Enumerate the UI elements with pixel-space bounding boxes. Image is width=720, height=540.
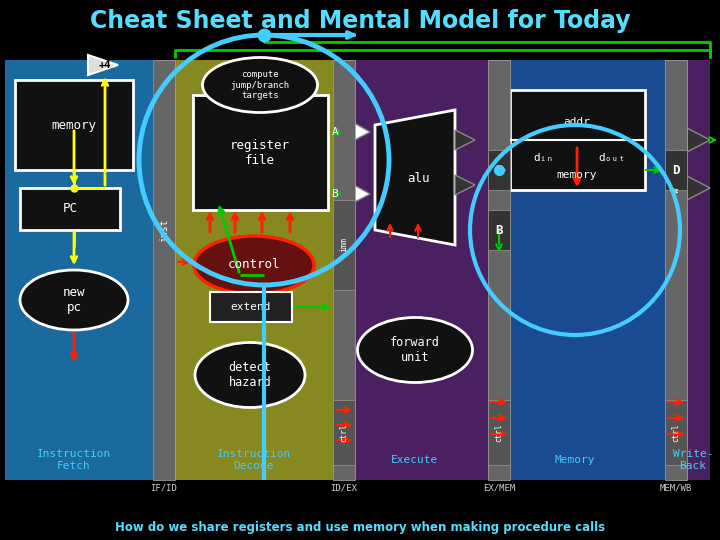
Bar: [175, 60, 333, 480]
Text: addr: addr: [564, 117, 590, 127]
Text: dₒᵤₜ: dₒᵤₜ: [598, 153, 626, 163]
Text: ctrl: ctrl: [495, 424, 503, 442]
Text: control: control: [228, 259, 280, 272]
Text: alu: alu: [407, 172, 429, 185]
Ellipse shape: [202, 57, 318, 112]
Text: IF/ID: IF/ID: [150, 483, 177, 492]
Text: inst: inst: [159, 218, 169, 242]
Text: Memory: Memory: [554, 455, 595, 465]
Polygon shape: [687, 176, 710, 200]
Text: Instruction
Decode: Instruction Decode: [217, 449, 291, 471]
Text: imm: imm: [340, 238, 348, 253]
Text: register
file: register file: [230, 139, 290, 167]
Bar: [333, 60, 355, 480]
Ellipse shape: [195, 342, 305, 408]
Text: extend: extend: [230, 302, 271, 312]
Bar: [490, 60, 665, 480]
Polygon shape: [88, 55, 118, 75]
Bar: [333, 400, 355, 465]
Text: Write-
Back: Write- Back: [672, 449, 714, 471]
Text: PC: PC: [63, 202, 78, 215]
Bar: [510, 90, 645, 190]
Polygon shape: [687, 128, 710, 152]
Bar: [488, 210, 510, 250]
Bar: [155, 60, 710, 480]
Bar: [488, 150, 510, 190]
Text: D: D: [672, 164, 680, 177]
Polygon shape: [345, 118, 370, 145]
Text: D: D: [495, 164, 503, 177]
Text: EX/MEM: EX/MEM: [483, 483, 515, 492]
Bar: [193, 95, 328, 210]
Text: w: w: [671, 187, 681, 193]
Text: new
pc: new pc: [63, 286, 85, 314]
Text: ctrl: ctrl: [672, 424, 680, 442]
Text: MEM/WB: MEM/WB: [660, 483, 692, 492]
Bar: [665, 400, 687, 465]
Text: memory: memory: [557, 170, 598, 180]
Bar: [665, 150, 687, 190]
Text: Execute: Execute: [392, 455, 438, 465]
Bar: [15, 80, 133, 170]
Text: compute
jump/branch
targets: compute jump/branch targets: [230, 70, 289, 100]
Text: forward
unit: forward unit: [390, 336, 440, 364]
Polygon shape: [345, 180, 370, 207]
Text: Instruction
Fetch: Instruction Fetch: [37, 449, 111, 471]
Bar: [488, 400, 510, 465]
Text: dᵢₙ: dᵢₙ: [533, 153, 553, 163]
Bar: [210, 292, 292, 322]
Text: B: B: [332, 189, 338, 199]
Ellipse shape: [194, 236, 314, 294]
Text: ID/EX: ID/EX: [330, 483, 357, 492]
Text: Cheat Sheet and Mental Model for Today: Cheat Sheet and Mental Model for Today: [90, 9, 630, 33]
Text: memory: memory: [52, 118, 96, 132]
Bar: [20, 188, 120, 230]
Polygon shape: [455, 130, 475, 150]
Bar: [488, 60, 510, 480]
Bar: [5, 60, 153, 480]
Text: +4: +4: [99, 60, 112, 70]
Bar: [333, 200, 355, 290]
Text: ctrl: ctrl: [340, 424, 348, 442]
Bar: [153, 60, 175, 480]
Text: B: B: [495, 224, 503, 237]
Polygon shape: [455, 175, 475, 195]
Ellipse shape: [20, 270, 128, 330]
Polygon shape: [375, 110, 455, 245]
Text: A: A: [332, 127, 338, 137]
Ellipse shape: [358, 318, 472, 382]
Text: detect
hazard: detect hazard: [229, 361, 271, 389]
Bar: [665, 60, 687, 480]
Text: How do we share registers and use memory when making procedure calls: How do we share registers and use memory…: [115, 522, 605, 535]
